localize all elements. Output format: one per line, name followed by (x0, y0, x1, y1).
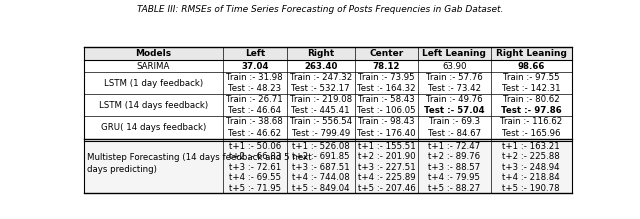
Text: t+1 :- 50.06: t+1 :- 50.06 (228, 142, 281, 151)
Text: Train :- 49.76: Train :- 49.76 (426, 95, 483, 104)
Text: Left: Left (244, 49, 265, 58)
Text: t+2 :- 89.76: t+2 :- 89.76 (428, 152, 481, 161)
Text: t+5 :- 207.46: t+5 :- 207.46 (358, 184, 415, 193)
Text: Test :- 57.04: Test :- 57.04 (424, 106, 484, 115)
Text: t+3 :- 88.57: t+3 :- 88.57 (428, 163, 481, 172)
Text: Left Leaning: Left Leaning (422, 49, 486, 58)
Text: Test :- 532.17: Test :- 532.17 (291, 84, 350, 93)
Text: SARIMA: SARIMA (137, 62, 170, 71)
Text: Train :- 73.95: Train :- 73.95 (358, 73, 415, 82)
Text: t+1 :- 526.08: t+1 :- 526.08 (292, 142, 349, 151)
Text: Right: Right (307, 49, 334, 58)
Text: Test :- 799.49: Test :- 799.49 (292, 129, 350, 138)
Text: Train :- 31.98: Train :- 31.98 (227, 73, 283, 82)
Text: Test :- 445.41: Test :- 445.41 (291, 106, 350, 115)
Text: t+2 :- 691.85: t+2 :- 691.85 (292, 152, 349, 161)
Text: t+1 :- 155.51: t+1 :- 155.51 (358, 142, 415, 151)
Text: t+4 :- 79.95: t+4 :- 79.95 (428, 173, 481, 182)
Text: Center: Center (369, 49, 404, 58)
Text: Train :- 57.76: Train :- 57.76 (426, 73, 483, 82)
Text: Train :- 556.54: Train :- 556.54 (289, 117, 352, 127)
Text: Test :- 46.64: Test :- 46.64 (228, 106, 282, 115)
Text: Train :- 69.3: Train :- 69.3 (429, 117, 480, 127)
Text: 263.40: 263.40 (304, 62, 337, 71)
Text: t+1 :- 72.47: t+1 :- 72.47 (428, 142, 481, 151)
Text: Train :- 219.08: Train :- 219.08 (290, 95, 352, 104)
Text: t+4 :- 218.84: t+4 :- 218.84 (502, 173, 560, 182)
Text: Train :- 38.68: Train :- 38.68 (227, 117, 283, 127)
Text: Train :- 247.32: Train :- 247.32 (289, 73, 352, 82)
Text: t+1 :- 163.21: t+1 :- 163.21 (502, 142, 560, 151)
Text: t+2 :- 225.88: t+2 :- 225.88 (502, 152, 560, 161)
Bar (84, 46, 572, 60)
Text: t+2 :- 201.90: t+2 :- 201.90 (358, 152, 415, 161)
Text: Train :- 58.43: Train :- 58.43 (358, 95, 415, 104)
Text: Test :- 164.32: Test :- 164.32 (357, 84, 416, 93)
Text: 63.90: 63.90 (442, 62, 467, 71)
Text: Test :- 165.96: Test :- 165.96 (502, 129, 561, 138)
Text: LSTM (1 day feedback): LSTM (1 day feedback) (104, 79, 203, 88)
Text: t+3 :- 248.94: t+3 :- 248.94 (502, 163, 560, 172)
Text: t+5 :- 190.78: t+5 :- 190.78 (502, 184, 560, 193)
Text: Models: Models (136, 49, 172, 58)
Text: t+2 :- 66.83: t+2 :- 66.83 (228, 152, 281, 161)
Text: Right Leaning: Right Leaning (496, 49, 566, 58)
Text: Test :- 48.23: Test :- 48.23 (228, 84, 282, 93)
Text: LSTM (14 days feedback): LSTM (14 days feedback) (99, 101, 208, 110)
Text: TABLE III: RMSEs of Time Series Forecasting of Posts Frequencies in Gab Dataset.: TABLE III: RMSEs of Time Series Forecast… (137, 5, 503, 14)
Text: t+4 :- 225.89: t+4 :- 225.89 (358, 173, 415, 182)
Text: 78.12: 78.12 (373, 62, 400, 71)
Text: Train :- 26.71: Train :- 26.71 (227, 95, 283, 104)
Text: days predicting): days predicting) (87, 165, 157, 174)
Text: t+3 :- 687.51: t+3 :- 687.51 (292, 163, 349, 172)
Text: GRU( 14 days feedback): GRU( 14 days feedback) (101, 123, 206, 132)
Text: t+5 :- 88.27: t+5 :- 88.27 (428, 184, 481, 193)
Text: Test :- 176.40: Test :- 176.40 (357, 129, 416, 138)
Text: Test :- 106.05: Test :- 106.05 (357, 106, 416, 115)
Text: 37.04: 37.04 (241, 62, 269, 71)
Text: t+3 :- 72.61: t+3 :- 72.61 (228, 163, 281, 172)
Text: Train :- 116.62: Train :- 116.62 (500, 117, 563, 127)
Text: Test :- 142.31: Test :- 142.31 (502, 84, 561, 93)
Text: t+4 :- 744.08: t+4 :- 744.08 (292, 173, 349, 182)
Text: t+4 :- 69.55: t+4 :- 69.55 (228, 173, 281, 182)
Text: Test :- 97.86: Test :- 97.86 (501, 106, 562, 115)
Text: Train :- 80.62: Train :- 80.62 (503, 95, 559, 104)
Text: t+5 :- 71.95: t+5 :- 71.95 (228, 184, 281, 193)
Text: Test :- 73.42: Test :- 73.42 (428, 84, 481, 93)
Text: t+3 :- 227.51: t+3 :- 227.51 (358, 163, 415, 172)
Text: Test :- 84.67: Test :- 84.67 (428, 129, 481, 138)
Bar (84, 141, 572, 193)
Text: Test :- 46.62: Test :- 46.62 (228, 129, 282, 138)
Text: Train :- 97.55: Train :- 97.55 (503, 73, 559, 82)
Text: Multistep Forecasting (14 days feedback and 5 next: Multistep Forecasting (14 days feedback … (87, 153, 312, 162)
Text: 98.66: 98.66 (518, 62, 545, 71)
Text: t+5 :- 849.04: t+5 :- 849.04 (292, 184, 349, 193)
Text: Train :- 98.43: Train :- 98.43 (358, 117, 415, 127)
